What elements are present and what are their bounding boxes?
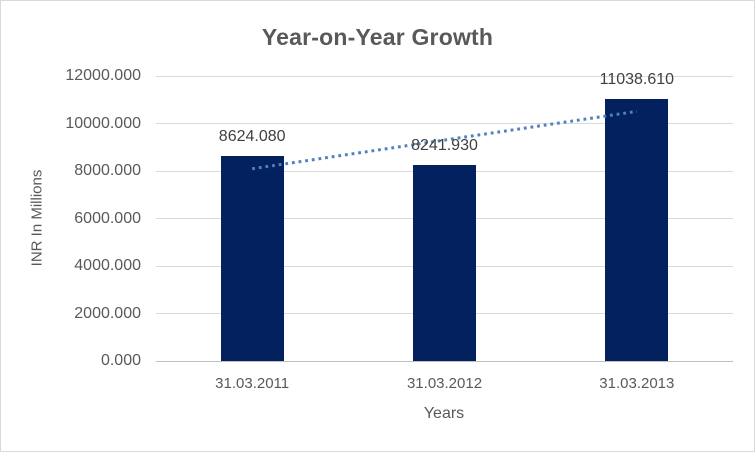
chart-title: Year-on-Year Growth: [261, 24, 494, 50]
y-tick-label: 2000.000: [74, 304, 141, 322]
x-tick-label: 31.03.2013: [599, 375, 675, 392]
data-label: 8624.080: [218, 128, 286, 146]
y-tick-label: 10000.000: [65, 114, 141, 132]
y-tick-label: 0.000: [100, 352, 141, 369]
x-tick-label: 31.03.2011: [215, 375, 290, 392]
x-axis-title: Years: [423, 405, 465, 422]
bar: [413, 165, 476, 361]
x-tick-label: 31.03.2012: [406, 375, 483, 392]
x-axis-line: [156, 360, 733, 362]
data-label: 11038.610: [599, 70, 675, 88]
y-tick-label: 12000.000: [65, 67, 141, 84]
bar: [220, 156, 284, 361]
y-tick-label: 8000.000: [74, 162, 141, 179]
gridline: [156, 75, 733, 77]
y-tick-label: 6000.000: [74, 209, 141, 227]
y-tick-label: 4000.000: [74, 257, 141, 274]
data-label: 8241.930: [411, 137, 478, 155]
